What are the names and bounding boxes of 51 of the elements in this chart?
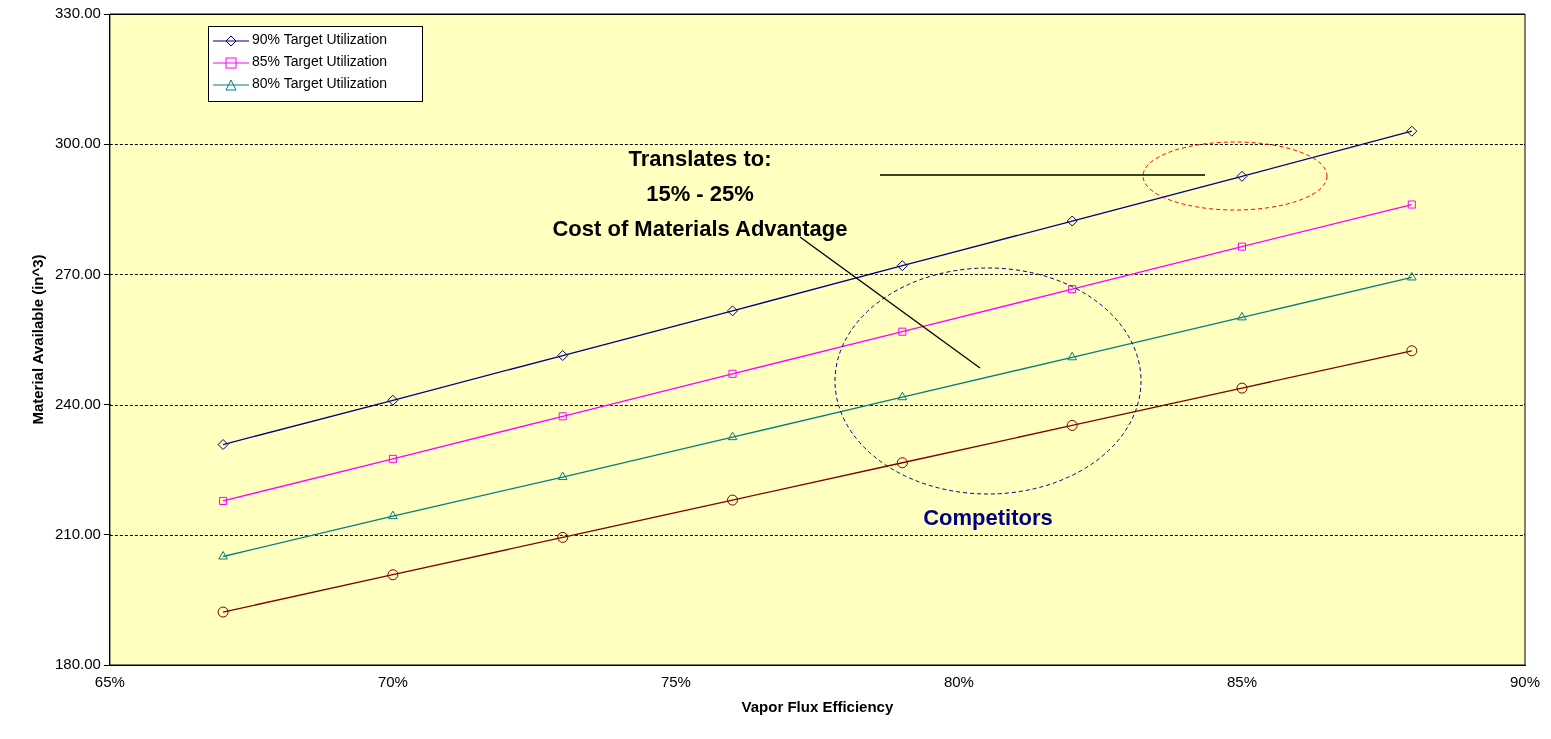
- point: [387, 569, 399, 581]
- y-tick-label: 300.00: [54, 134, 101, 152]
- point: [218, 551, 228, 560]
- annotation: Translates to: 15% - 25% Cost of Materials Advantage: [552, 146, 848, 242]
- y-tick-label: 210.00: [54, 524, 101, 542]
- legend-label: 80% Target Utilization: [252, 75, 388, 92]
- point: [557, 350, 569, 362]
- x-tick-label: 85%: [1226, 673, 1257, 691]
- point: [388, 510, 398, 520]
- y-axis-title: Material Available (in^3): [29, 254, 47, 425]
- point: [1237, 311, 1247, 321]
- x-tick-label: 65%: [94, 673, 125, 691]
- point: [1406, 345, 1418, 357]
- point: [1406, 271, 1417, 281]
- x-tick-label: 80%: [943, 673, 974, 691]
- point: [896, 260, 908, 272]
- point: [1067, 351, 1077, 361]
- legend-label: 85% Target Utilization: [252, 53, 388, 70]
- point: [217, 606, 229, 618]
- x-tick-label: 90%: [1509, 673, 1541, 691]
- point: [1068, 285, 1077, 294]
- point: [388, 454, 397, 463]
- point: [557, 471, 568, 481]
- y-tick-label: 330.00: [54, 4, 101, 22]
- point: [728, 369, 737, 378]
- point: [217, 439, 229, 451]
- point: [727, 305, 739, 317]
- point: [557, 531, 569, 543]
- x-axis-title: Vapor Flux Efficiency: [741, 698, 894, 716]
- annotation: Competitors: [923, 505, 1053, 531]
- point: [1237, 242, 1247, 251]
- point: [1066, 419, 1078, 431]
- y-tick-label: 180.00: [54, 655, 101, 673]
- point: [727, 431, 738, 441]
- point: [219, 496, 228, 505]
- point: [1407, 200, 1416, 209]
- point: [1236, 382, 1248, 394]
- point: [898, 327, 907, 336]
- y-tick-label: 240.00: [54, 394, 101, 412]
- point: [387, 394, 399, 406]
- point: [727, 494, 739, 506]
- point: [897, 391, 908, 401]
- point: [558, 412, 567, 421]
- x-tick-label: 70%: [377, 673, 408, 691]
- point: [1066, 215, 1078, 227]
- y-tick-label: 270.00: [54, 264, 101, 282]
- legend-label: 90% Target Utilization: [252, 31, 388, 48]
- x-tick-label: 75%: [660, 673, 691, 691]
- point: [1406, 125, 1418, 137]
- point: [896, 457, 908, 469]
- point: [1236, 170, 1248, 182]
